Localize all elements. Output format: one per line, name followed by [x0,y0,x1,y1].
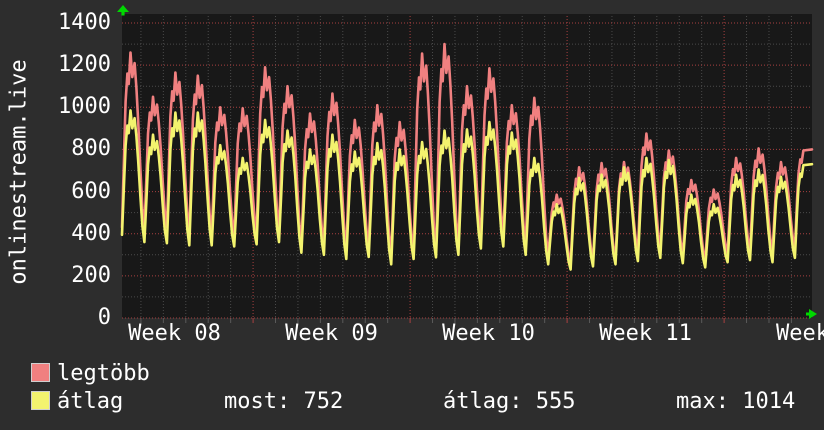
series-line-atlag [120,109,814,271]
legend-label-atlag: átlag [57,389,124,414]
x-axis-label: Week 08 [128,321,221,346]
series-line-legtobb [120,42,814,265]
legend-swatch-atlag [31,391,50,410]
y-axis-label: 1200 [58,52,111,77]
y-axis-label: 0 [97,305,111,330]
x-axis-label: Week 10 [442,321,535,346]
x-axis-arrow-right-icon [806,309,817,319]
y-axis-label: 600 [71,179,111,204]
x-axis-label: Week 09 [285,321,378,346]
x-axis-label: Week 11 [599,321,692,346]
x-axis-label: Week [776,321,824,346]
y-axis-label: 800 [71,136,111,161]
y-axis-label: 1400 [58,10,111,35]
legend-swatch-legtobb [31,363,50,382]
y-axis-label: 1000 [58,94,111,119]
y-axis-label: 200 [71,263,111,288]
stat-atlag: átlag: 555 [443,389,576,414]
chart-plot-area [120,14,814,323]
y-axis-arrow-up-icon [117,5,129,16]
stat-most: most: 752 [224,389,344,414]
y-axis-label: 400 [71,221,111,246]
legend-label-legtobb: legtöbb [57,361,150,386]
stat-max: max: 1014 [676,389,796,414]
